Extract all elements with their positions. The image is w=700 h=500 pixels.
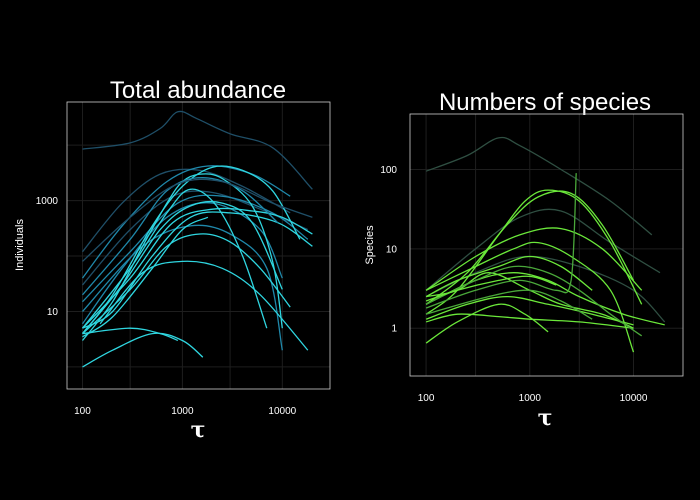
abundance-grid: [67, 102, 330, 389]
species-x-tick-label: 10000: [620, 393, 648, 404]
abundance-plot-frame: [66, 101, 331, 390]
abundance-series-line: [81, 165, 301, 334]
species-series-line: [425, 303, 549, 344]
species-series-line: [425, 227, 643, 291]
abundance-x-tick-label: 100: [74, 406, 91, 417]
abundance-x-tick-label: 1000: [171, 406, 194, 417]
species-series-line: [425, 313, 634, 329]
abundance-x-tick-label: 10000: [268, 406, 296, 417]
abundance-series-line: [82, 194, 309, 303]
abundance-series-line: [81, 200, 283, 335]
species-title: Numbers of species: [439, 89, 651, 116]
species-grid: [410, 114, 683, 376]
abundance-lines: [81, 110, 313, 368]
species-plot-frame: [409, 113, 684, 377]
species-series-line: [425, 241, 635, 353]
abundance-series-line: [82, 110, 313, 190]
species-series-line: [425, 275, 557, 302]
species-x-axis-label: τ: [538, 405, 553, 431]
abundance-ticks: 100 1000 10000 10 1000: [36, 196, 297, 417]
species-y-tick-label: 1: [391, 324, 397, 335]
abundance-series-line: [82, 216, 209, 338]
species-series-line: [425, 189, 643, 315]
abundance-y-tick-label: 10: [47, 307, 59, 318]
species-y-tick-label: 10: [386, 244, 398, 255]
species-series-line: [425, 190, 635, 305]
abundance-series-line: [82, 178, 313, 262]
abundance-series-line: [81, 188, 268, 329]
abundance-series-line: [81, 165, 291, 279]
species-panel: Numbers of species 100 1000 10000 1 10 100 Sp…: [364, 89, 684, 431]
abundance-series-line: [82, 327, 179, 342]
species-lines: [425, 136, 666, 353]
abundance-x-axis-label: τ: [191, 417, 206, 443]
species-series-line: [425, 255, 593, 298]
abundance-series-line: [82, 176, 279, 296]
abundance-series-line: [82, 190, 309, 286]
abundance-y-axis-label: Individuals: [14, 219, 26, 271]
abundance-series-line: [81, 202, 283, 325]
species-series-line: [425, 173, 577, 309]
abundance-series-line: [82, 332, 204, 368]
abundance-y-tick-label: 1000: [36, 196, 59, 207]
species-series-line: [425, 136, 653, 236]
species-series-line: [425, 289, 593, 320]
species-ticks: 100 1000 10000 1 10 100: [380, 165, 648, 404]
species-y-tick-label: 100: [380, 165, 397, 176]
abundance-title: Total abundance: [110, 77, 286, 104]
abundance-panel: Total abundance 100 1000 10000 10 1000 Indiv…: [14, 77, 331, 443]
abundance-series-line: [82, 233, 291, 335]
abundance-series-line: [82, 207, 313, 329]
species-series-line: [425, 255, 666, 323]
species-series-line: [425, 295, 634, 326]
species-y-axis-label: Species: [364, 225, 376, 265]
species-x-tick-label: 1000: [519, 393, 542, 404]
abundance-series-line: [81, 173, 283, 341]
abundance-series-line: [81, 168, 291, 253]
species-series-line: [425, 265, 643, 337]
species-x-tick-label: 100: [418, 393, 435, 404]
